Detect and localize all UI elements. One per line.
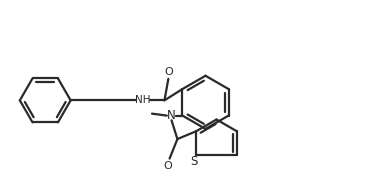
Text: NH: NH: [135, 95, 151, 105]
Text: O: O: [163, 161, 172, 171]
Text: S: S: [191, 155, 198, 168]
Text: O: O: [165, 67, 174, 77]
Text: N: N: [167, 109, 176, 122]
